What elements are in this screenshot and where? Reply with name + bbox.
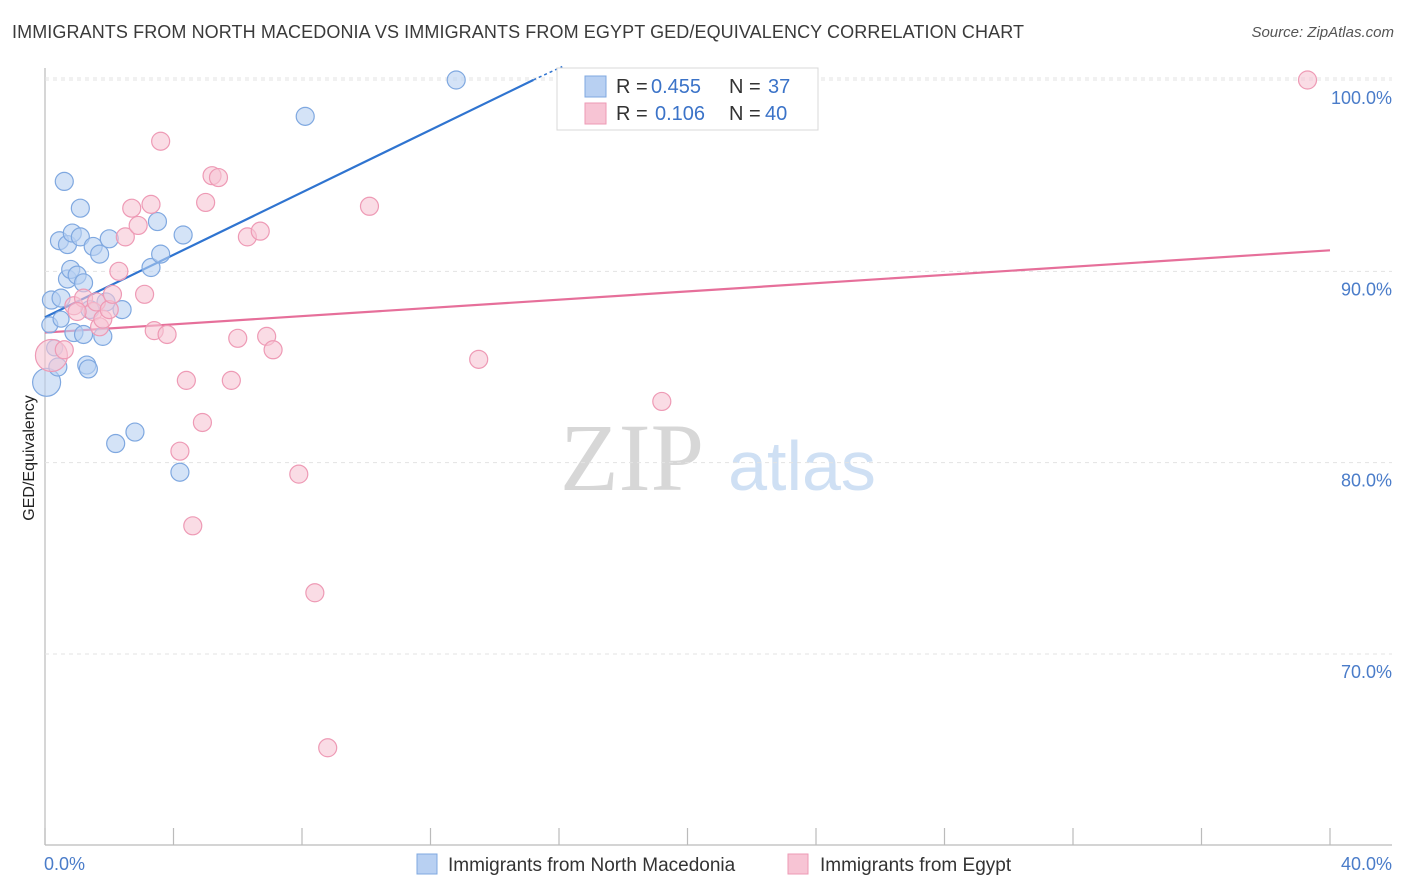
egypt-point-8 — [102, 284, 123, 304]
macedonia-point-21 — [90, 244, 110, 264]
chart-source: Source: ZipAtlas.com — [1251, 24, 1394, 41]
chart-title: IMMIGRANTS FROM NORTH MACEDONIA VS IMMIG… — [12, 22, 1025, 42]
egypt-point-22 — [196, 192, 216, 213]
series-legend: Immigrants from North Macedonia Immigran… — [416, 853, 1012, 876]
egypt-point-18 — [170, 441, 190, 461]
macedonia-point-32 — [173, 225, 193, 245]
egypt-point-38 — [54, 340, 74, 360]
series-legend-swatch-blue — [416, 853, 438, 875]
macedonia-point-25 — [106, 433, 126, 454]
y-tick-labels: 70.0% 80.0% 90.0% 100.0% — [1331, 88, 1392, 682]
series-legend-label-pink: Immigrants from Egypt — [820, 855, 1012, 876]
watermark-atlas: atlas — [728, 427, 876, 505]
macedonia-point-6 — [54, 171, 74, 192]
x-tick-marks — [44, 828, 1331, 845]
legend-n-value-2: 40 — [765, 103, 787, 125]
y-tick-label-90: 90.0% — [1341, 279, 1392, 299]
egypt-point-21 — [192, 412, 213, 433]
egypt-point-39 — [67, 301, 87, 322]
data-points — [32, 70, 1318, 758]
egypt-trend-line — [44, 249, 1331, 334]
egypt-point-10 — [115, 227, 135, 247]
egypt-point-26 — [228, 328, 248, 348]
legend-r-value-2: 0.106 — [655, 103, 705, 125]
egypt-point-19 — [176, 370, 196, 390]
y-tick-label-100: 100.0% — [1331, 88, 1392, 108]
macedonia-point-30 — [151, 244, 171, 264]
egypt-point-37 — [1297, 70, 1318, 90]
macedonia-point-13 — [70, 227, 90, 247]
macedonia-point-14 — [70, 198, 90, 218]
macedonia-point-28 — [141, 257, 161, 278]
egypt-point-13 — [134, 284, 155, 304]
egypt-point-25 — [221, 370, 241, 390]
macedonia-point-16 — [73, 324, 94, 345]
egypt-point-9 — [109, 261, 129, 281]
macedonia-point-24 — [99, 229, 119, 249]
legend-n-label-1: N = — [729, 76, 761, 98]
x-tick-label-min: 0.0% — [44, 854, 85, 874]
egypt-point-20 — [183, 516, 203, 536]
macedonia-point-31 — [170, 462, 190, 482]
egypt-point-24 — [208, 167, 229, 188]
y-axis-label: GED/Equivalency — [21, 395, 38, 520]
egypt-point-16 — [151, 131, 171, 151]
macedonia-point-35 — [52, 310, 70, 328]
legend-r-value-1: 0.455 — [651, 76, 701, 98]
egypt-point-30 — [263, 340, 283, 360]
egypt-point-34 — [359, 196, 380, 216]
y-tick-label-80: 80.0% — [1341, 471, 1392, 491]
legend-n-value-1: 37 — [768, 76, 790, 98]
macedonia-point-29 — [147, 211, 168, 232]
legend-swatch-blue — [584, 75, 607, 98]
stats-legend: R = 0.455 N = 37 R = 0.106 N = 40 — [556, 67, 819, 131]
egypt-point-12 — [128, 215, 148, 236]
legend-swatch-pink — [584, 102, 607, 125]
legend-r-label-1: R = — [616, 76, 648, 98]
egypt-point-11 — [122, 198, 142, 218]
macedonia-point-27 — [125, 422, 145, 442]
macedonia-trend-line — [44, 79, 534, 319]
series-legend-label-blue: Immigrants from North Macedonia — [448, 855, 736, 876]
watermark-zip: ZIP — [560, 404, 704, 511]
macedonia-point-33 — [295, 106, 315, 126]
series-legend-swatch-pink — [787, 853, 809, 875]
legend-n-label-2: N = — [729, 103, 761, 125]
macedonia-point-34 — [446, 70, 466, 90]
legend-r-label-2: R = — [616, 103, 648, 125]
egypt-point-32 — [305, 583, 325, 603]
macedonia-point-18 — [78, 359, 98, 379]
egypt-point-31 — [289, 464, 309, 484]
egypt-point-33 — [318, 738, 338, 758]
y-tick-label-70: 70.0% — [1341, 662, 1392, 682]
egypt-point-36 — [652, 391, 672, 412]
egypt-point-17 — [157, 324, 177, 345]
egypt-point-35 — [469, 349, 489, 369]
x-tick-label-max: 40.0% — [1341, 854, 1392, 874]
egypt-point-28 — [250, 221, 270, 241]
egypt-point-14 — [141, 194, 161, 214]
grid-layer — [45, 77, 1392, 655]
